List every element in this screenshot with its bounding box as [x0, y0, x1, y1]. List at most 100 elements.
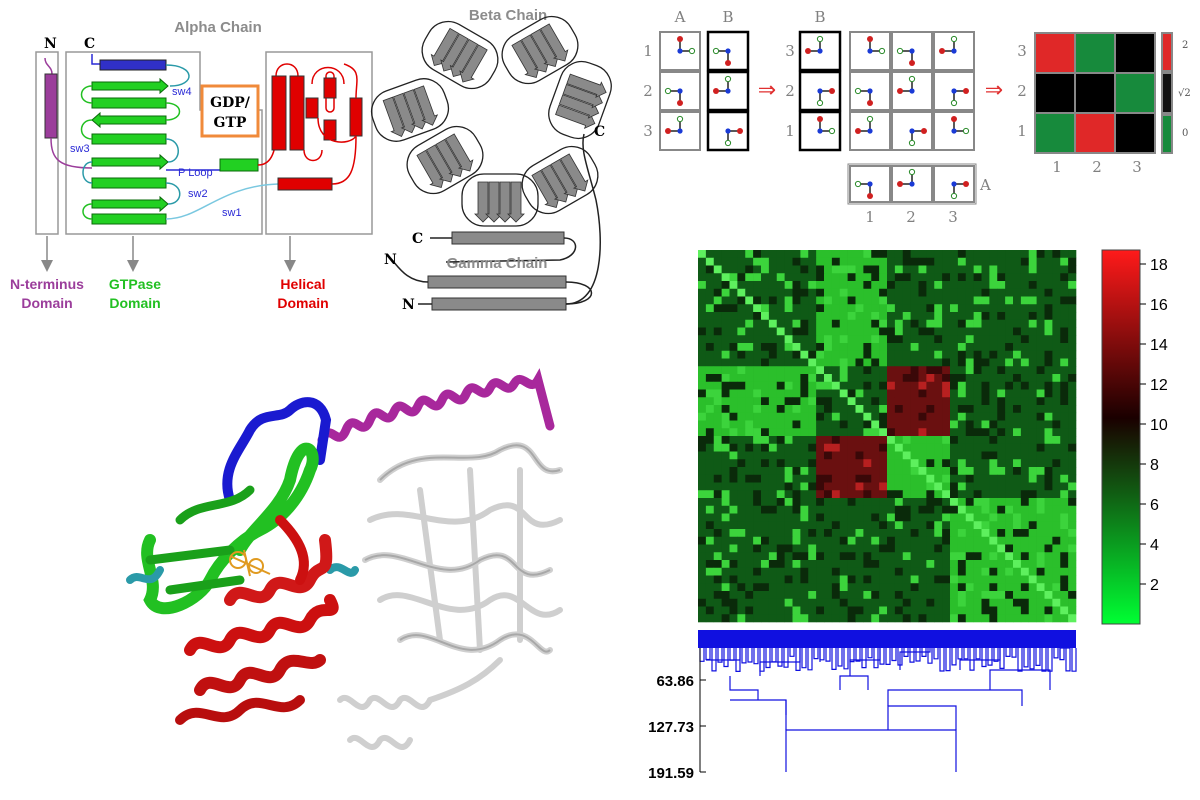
matrix-b-header: B [722, 8, 733, 26]
beta-c-label: C [594, 124, 605, 140]
heatmap-colorbar [1101, 249, 1141, 625]
a-row-label-2: 2 [643, 82, 653, 100]
cross-col-1: 1 [865, 208, 875, 226]
b-row-label-1: 1 [785, 122, 795, 140]
arrow-1: ⇒ [758, 78, 776, 103]
colorbar-tick-label: 12 [1150, 377, 1168, 394]
arrow-2: ⇒ [985, 78, 1003, 103]
beta-strand-blue [99, 59, 167, 71]
cross-col-3: 3 [948, 208, 958, 226]
propeller-blade [461, 173, 539, 227]
gtpase-3d [141, 442, 319, 615]
matrix-b2-header: B [814, 8, 825, 26]
label-sw3: sw3 [70, 143, 90, 155]
label-sw1: sw1 [222, 207, 242, 219]
helical-domain-helices [271, 63, 363, 191]
gamma-c-label: C [412, 231, 423, 247]
colorbar-tick-label: 6 [1150, 497, 1159, 514]
helical-domain-label2: Domain [277, 295, 328, 311]
mapping-cell [933, 165, 975, 203]
colorbar-tick-label: 16 [1150, 297, 1168, 314]
mini-scale-bottom: 0 [1182, 128, 1188, 139]
nucleotide-line1: GDP/ [210, 95, 251, 111]
colorbar-tick-label: 10 [1150, 417, 1168, 434]
gamma-chain-title: Gamma Chain [447, 255, 548, 272]
ligand-3d [229, 549, 271, 577]
mapping-cell [849, 165, 891, 203]
n-terminal-helix-3d [317, 368, 555, 445]
mapping-cell [798, 70, 842, 112]
n-terminus-helix [44, 73, 58, 139]
mapping-cell [933, 71, 975, 111]
gtpase-box [65, 51, 263, 235]
mapping-cell [891, 111, 933, 151]
dendrogram: 63.86 127.73 191.59 [648, 630, 1077, 782]
protein-3d-structure [126, 368, 563, 750]
result-cell [1036, 34, 1074, 72]
mapping-cell [659, 71, 701, 111]
beta-propeller-blades [370, 15, 612, 227]
a-row-label-1: 1 [643, 42, 653, 60]
cross-a-label: A [979, 176, 991, 194]
cross-col-2: 2 [906, 208, 916, 226]
helical-3d [184, 594, 339, 656]
mapping-cells [659, 30, 977, 205]
label-sw2: sw2 [188, 188, 208, 200]
mapping-cell [849, 31, 891, 71]
colorbar-tick-label: 4 [1150, 537, 1159, 554]
n-terminus-domain-label2: Domain [21, 295, 72, 311]
helical-domain-label1: Helical [280, 276, 325, 292]
switch-region-3d [222, 397, 332, 505]
result-cell [1076, 114, 1114, 152]
helical-box [265, 51, 373, 235]
beta-chain-title: Beta Chain [469, 7, 547, 24]
mapping-cell [849, 71, 891, 111]
propeller-blade [501, 15, 579, 85]
result-matrix [1034, 32, 1156, 154]
beta-gamma-ribbon [337, 442, 563, 750]
colorbar-tick-label: 8 [1150, 457, 1159, 474]
alpha-chain-title: Alpha Chain [174, 19, 262, 36]
result-col-1: 1 [1052, 158, 1062, 176]
propeller-blade [406, 125, 484, 195]
mapping-cell [706, 70, 750, 112]
result-row-1: 1 [1017, 122, 1027, 140]
colorbar-tick-label: 14 [1150, 337, 1168, 354]
propeller-blade [370, 78, 450, 142]
heatmap-panel: 18 16 14 12 10 8 6 4 2 [698, 249, 1168, 625]
alpha-n-label: N [44, 36, 57, 52]
n-terminus-domain-label1: N-terminus [10, 276, 84, 292]
gamma-n-label-2: N [402, 297, 415, 313]
heatmap-cells [698, 250, 1077, 623]
result-row-2: 2 [1017, 82, 1027, 100]
result-col-2: 2 [1092, 158, 1102, 176]
p-loop-helix [219, 158, 259, 172]
result-col-3: 3 [1132, 158, 1142, 176]
mapping-cell [891, 165, 933, 203]
gtpase-strands [91, 77, 169, 225]
beta-gamma-topology: Beta Chain Gamma Chain C C N N [370, 7, 612, 313]
result-cell [1076, 74, 1114, 112]
dendrogram-tick-3: 191.59 [648, 765, 694, 782]
mapping-cell [798, 110, 842, 152]
label-p-loop: P Loop [178, 167, 213, 179]
result-cell [1116, 114, 1154, 152]
gtpase-domain-label1: GTPase [109, 276, 161, 292]
alpha-loops [80, 85, 279, 220]
b-row-label-2: 2 [785, 82, 795, 100]
gamma-helix-2 [427, 275, 567, 289]
mapping-cell [933, 111, 975, 151]
mapping-cell [706, 110, 750, 152]
gtpase-domain-label2: Domain [109, 295, 160, 311]
mapping-cell [891, 31, 933, 71]
dendrogram-leaves [698, 630, 1076, 648]
colorbar-ticks: 18 16 14 12 10 8 6 4 2 [1140, 257, 1168, 594]
result-cell [1116, 34, 1154, 72]
gamma-n-label-1: N [384, 252, 397, 268]
a-row-label-3: 3 [643, 122, 653, 140]
dendrogram-tick-2: 127.73 [648, 719, 694, 736]
mapping-cell [933, 31, 975, 71]
gamma-helix-1 [451, 231, 565, 245]
nucleotide-box [200, 84, 260, 138]
mapping-cell [891, 71, 933, 111]
